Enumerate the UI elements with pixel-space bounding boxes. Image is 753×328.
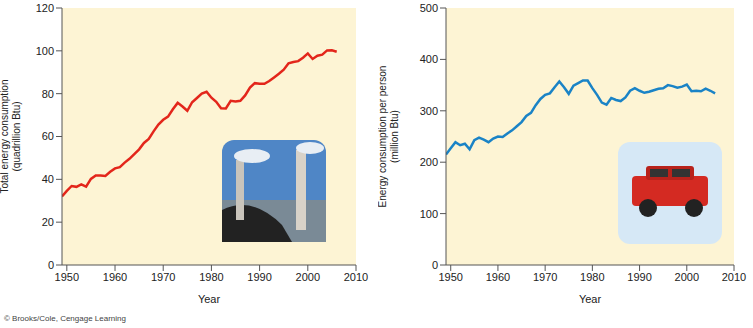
html-text:© Brooks/Cole, Cengage Learnin: © Brooks/Cole, Cengage Learning xyxy=(4,314,126,323)
svg-text:1980: 1980 xyxy=(580,271,604,283)
svg-text:400: 400 xyxy=(420,53,438,65)
svg-text:1970: 1970 xyxy=(151,271,175,283)
svg-text:60: 60 xyxy=(42,130,54,142)
svg-text:Energy consumption per person(: Energy consumption per person(million Bt… xyxy=(378,66,400,208)
svg-text:2010: 2010 xyxy=(722,271,746,283)
svg-text:1960: 1960 xyxy=(486,271,510,283)
svg-text:2000: 2000 xyxy=(675,271,699,283)
svg-text:500: 500 xyxy=(420,2,438,14)
svg-text:Year: Year xyxy=(579,293,602,305)
svg-text:1950: 1950 xyxy=(55,271,79,283)
svg-text:1970: 1970 xyxy=(533,271,557,283)
svg-text:40: 40 xyxy=(42,173,54,185)
svg-text:0: 0 xyxy=(48,259,54,271)
svg-text:Year: Year xyxy=(198,293,221,305)
svg-text:2000: 2000 xyxy=(296,271,320,283)
svg-text:120: 120 xyxy=(36,2,54,14)
svg-text:Total energy consumption(quadr: Total energy consumption(quadrillion Btu… xyxy=(0,80,22,194)
svg-text:0: 0 xyxy=(432,259,438,271)
svg-text:80: 80 xyxy=(42,88,54,100)
svg-text:1960: 1960 xyxy=(103,271,127,283)
svg-text:1950: 1950 xyxy=(438,271,462,283)
svg-text:1990: 1990 xyxy=(627,271,651,283)
svg-text:1980: 1980 xyxy=(199,271,223,283)
svg-text:1990: 1990 xyxy=(247,271,271,283)
svg-text:200: 200 xyxy=(420,156,438,168)
svg-text:2010: 2010 xyxy=(344,271,368,283)
svg-text:300: 300 xyxy=(420,105,438,117)
svg-text:20: 20 xyxy=(42,216,54,228)
svg-text:100: 100 xyxy=(36,45,54,57)
svg-text:100: 100 xyxy=(420,208,438,220)
